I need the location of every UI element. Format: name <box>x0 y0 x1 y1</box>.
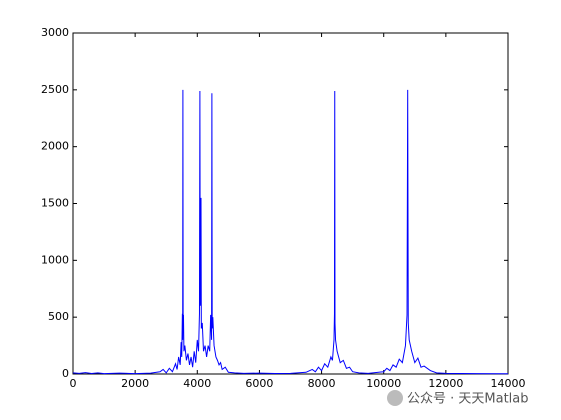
x-tick-label: 4000 <box>183 377 211 390</box>
y-tick-label: 2000 <box>41 140 69 153</box>
x-tick-label: 12000 <box>428 377 463 390</box>
x-tick-label: 14000 <box>491 377 526 390</box>
axes-box <box>72 32 509 375</box>
y-tick-label: 3000 <box>41 26 69 39</box>
y-tick-label: 1000 <box>41 253 69 266</box>
x-tick-label: 6000 <box>245 377 273 390</box>
y-tick-label: 500 <box>48 310 69 323</box>
y-tick-label: 2500 <box>41 83 69 96</box>
y-tick-label: 0 <box>62 367 69 380</box>
x-tick-label: 2000 <box>121 377 149 390</box>
x-tick-label: 10000 <box>366 377 401 390</box>
x-tick-label: 8000 <box>308 377 336 390</box>
line <box>72 89 509 375</box>
y-tick-label: 1500 <box>41 197 69 210</box>
watermark: 公众号 · 天天Matlab <box>407 392 529 407</box>
x-tick-label: 0 <box>70 377 77 390</box>
watermark-icon <box>387 390 403 406</box>
